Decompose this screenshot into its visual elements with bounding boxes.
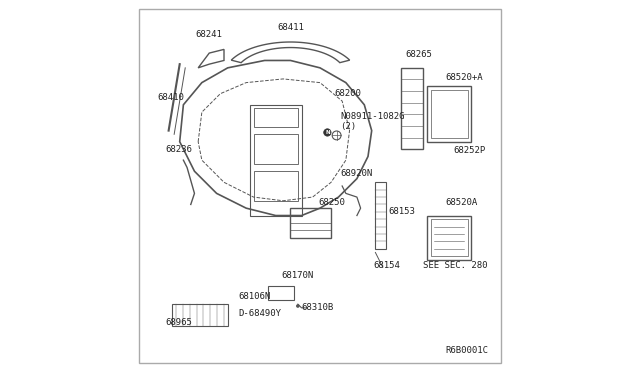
Text: 68520A: 68520A	[445, 198, 478, 207]
Text: 68106N: 68106N	[239, 292, 271, 301]
Bar	[253, 171, 298, 201]
Circle shape	[297, 305, 299, 307]
Bar	[253, 134, 298, 164]
Bar	[401, 68, 424, 149]
Text: 68411: 68411	[277, 23, 304, 32]
Text: 68965: 68965	[165, 318, 192, 327]
Text: SEE SEC. 280: SEE SEC. 280	[424, 261, 488, 270]
Text: 68265: 68265	[405, 50, 432, 59]
Text: 68154: 68154	[374, 261, 401, 270]
Text: 68920N: 68920N	[340, 169, 372, 177]
Bar	[427, 215, 472, 260]
Text: 68236: 68236	[165, 145, 192, 154]
Bar	[250, 105, 301, 215]
Text: 68520+A: 68520+A	[445, 73, 483, 82]
Bar	[376, 182, 387, 249]
Text: R6B0001C: R6B0001C	[445, 346, 488, 355]
Text: 68170N: 68170N	[281, 271, 314, 280]
Bar	[268, 286, 294, 301]
Text: D-68490Y: D-68490Y	[239, 309, 282, 318]
Text: 68241: 68241	[196, 30, 223, 39]
Text: N: N	[325, 130, 330, 135]
Bar	[431, 219, 468, 256]
Bar	[291, 208, 331, 238]
Bar	[253, 109, 298, 127]
Bar	[427, 86, 472, 142]
Text: 68310B: 68310B	[301, 303, 334, 312]
Bar	[172, 304, 228, 326]
Text: 68252P: 68252P	[453, 147, 485, 155]
Text: 68410: 68410	[157, 93, 184, 102]
Bar	[431, 90, 468, 138]
Text: 68250: 68250	[318, 198, 345, 207]
Circle shape	[324, 129, 331, 136]
Text: 68200: 68200	[335, 89, 362, 98]
Text: N08911-1082G
(2): N08911-1082G (2)	[340, 112, 405, 131]
Text: 68153: 68153	[388, 207, 415, 217]
